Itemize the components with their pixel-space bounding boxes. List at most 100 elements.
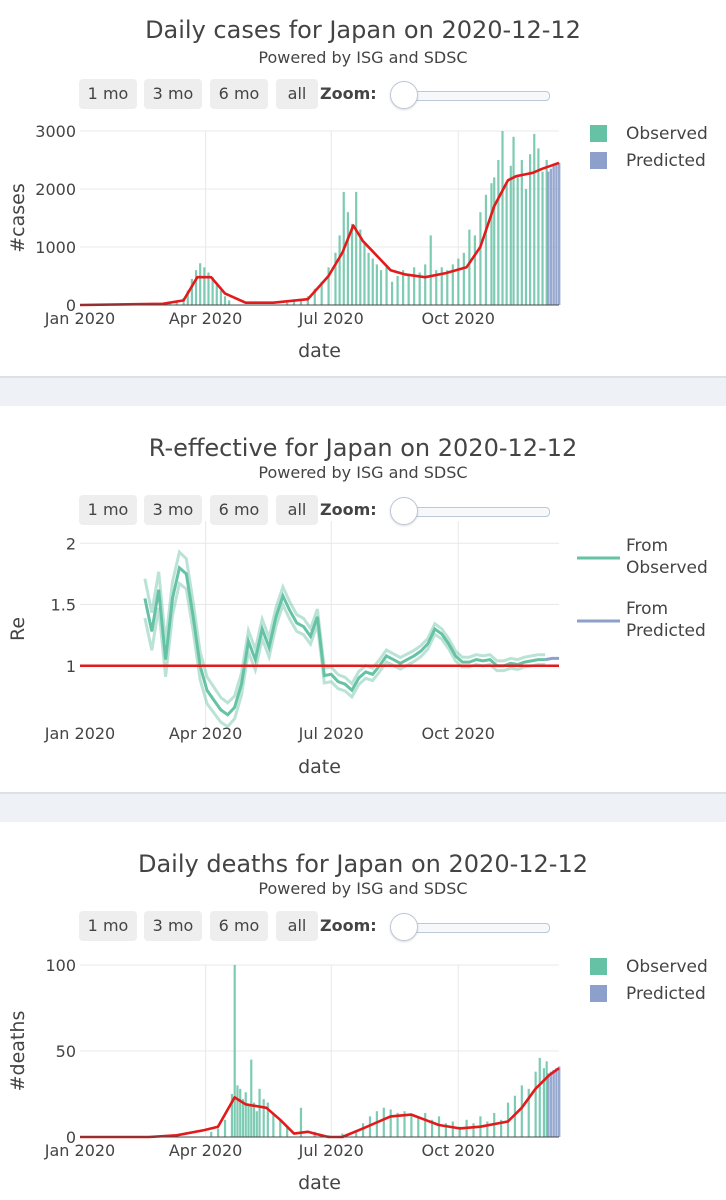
y-tick-label: 0 xyxy=(66,296,76,315)
x-axis-title: date xyxy=(298,340,341,362)
re-6mo-button[interactable]: 6 mo xyxy=(210,495,268,525)
cases-subtitle: Powered by ISG and SDSC xyxy=(258,48,468,67)
bar-observed xyxy=(468,229,471,305)
bar-observed xyxy=(402,270,405,305)
bar-observed xyxy=(186,290,189,305)
cases-title: Daily cases for Japan on 2020-12-12 xyxy=(145,16,581,44)
x-tick-label: Jul 2020 xyxy=(298,1141,364,1160)
bar-observed xyxy=(338,235,341,305)
bar-observed xyxy=(403,1111,406,1137)
bar-observed xyxy=(168,303,171,305)
legend-label: Predicted xyxy=(626,151,706,171)
bar-observed xyxy=(444,1123,448,1137)
legend-swatch xyxy=(590,125,607,142)
bar-observed xyxy=(396,276,399,305)
legend-label: Observed xyxy=(626,957,708,977)
re-zoom-handle[interactable] xyxy=(390,497,418,525)
bar-observed xyxy=(520,1085,523,1137)
deaths-3mo-button[interactable]: 3 mo xyxy=(144,911,202,941)
bar-observed xyxy=(250,1059,253,1137)
re-all-button[interactable]: all xyxy=(276,495,318,525)
y-axis-title: #cases xyxy=(7,183,29,253)
bar-observed xyxy=(215,284,218,305)
legend-label: Predicted xyxy=(626,984,706,1004)
bar-observed xyxy=(424,1112,427,1137)
bar-observed xyxy=(228,300,231,305)
re-1mo-button[interactable]: 1 mo xyxy=(79,495,137,525)
bar-observed xyxy=(501,131,504,305)
bar-predicted xyxy=(555,1068,558,1137)
bar-observed xyxy=(505,183,508,305)
bar-observed xyxy=(512,136,515,305)
bar-observed xyxy=(451,264,454,305)
cases-1mo-button[interactable]: 1 mo xyxy=(79,79,137,109)
y-tick-label: 2 xyxy=(66,534,76,553)
bar-observed xyxy=(429,235,432,305)
deaths-1mo-button[interactable]: 1 mo xyxy=(79,911,137,941)
deaths-all-button[interactable]: all xyxy=(276,911,318,941)
bar-observed xyxy=(382,1107,385,1137)
deaths-panel: Daily deaths for Japan on 2020-12-12 Pow… xyxy=(0,822,726,1200)
cases-chart: 0 1000 2000 3000 Jan 2020 Apr 2020 Jul 2020 Oct… xyxy=(7,122,708,362)
bar-observed xyxy=(194,270,198,305)
bar-observed xyxy=(493,177,496,305)
bar-observed xyxy=(375,264,378,305)
bar-observed xyxy=(239,1088,242,1137)
bar-observed xyxy=(219,290,223,305)
bar-observed xyxy=(355,1130,358,1137)
deaths-zoom-handle[interactable] xyxy=(390,913,418,941)
bar-observed xyxy=(190,278,194,305)
bar-predicted xyxy=(549,168,553,305)
bar-observed xyxy=(299,1107,303,1137)
bar-predicted xyxy=(552,1069,555,1137)
bar-predicted xyxy=(558,1066,561,1137)
bar-observed xyxy=(513,1095,517,1137)
bar-observed xyxy=(431,1119,434,1137)
bar-observed xyxy=(413,267,416,305)
bar-observed xyxy=(175,302,178,305)
bar-observed xyxy=(490,183,493,305)
bar-observed xyxy=(252,1102,256,1137)
bar-observed xyxy=(385,267,388,305)
bar-observed xyxy=(534,1071,537,1137)
bar-observed xyxy=(207,272,210,305)
y-tick-label: 2000 xyxy=(35,180,76,199)
x-tick-label: Apr 2020 xyxy=(169,724,242,743)
y-tick-label: 50 xyxy=(56,1042,76,1061)
bar-predicted xyxy=(549,1071,553,1137)
bar-observed xyxy=(462,252,465,305)
cases-6mo-button[interactable]: 6 mo xyxy=(210,79,268,109)
bar-observed xyxy=(279,1119,282,1137)
re-observed-line xyxy=(143,564,546,717)
bar-observed xyxy=(286,302,289,305)
legend-swatch xyxy=(590,958,607,975)
x-tick-label: Jan 2020 xyxy=(44,1141,115,1160)
bar-observed xyxy=(538,1057,541,1137)
re-predicted-line xyxy=(544,656,559,662)
bar-observed xyxy=(203,267,206,305)
y-tick-label: 100 xyxy=(45,956,76,975)
bar-observed xyxy=(410,1114,413,1137)
bar-observed xyxy=(418,272,421,305)
cases-panel: Daily cases for Japan on 2020-12-12 Powe… xyxy=(0,0,726,376)
y-tick-label: 0 xyxy=(66,1128,76,1147)
bar-observed xyxy=(230,1094,234,1137)
x-tick-label: Oct 2020 xyxy=(421,724,494,743)
bar-predicted xyxy=(546,1073,550,1137)
bar-observed xyxy=(217,1128,220,1137)
bar-observed xyxy=(306,296,309,305)
cases-all-button[interactable]: all xyxy=(276,79,318,109)
bar-observed xyxy=(484,194,488,305)
cases-zoom-handle[interactable] xyxy=(390,81,418,109)
bar-observed xyxy=(375,1111,378,1137)
legend-swatch xyxy=(590,152,607,169)
re-3mo-button[interactable]: 3 mo xyxy=(144,495,202,525)
x-tick-label: Oct 2020 xyxy=(421,309,494,328)
cases-3mo-button[interactable]: 3 mo xyxy=(144,79,202,109)
re-upper-band xyxy=(143,549,546,705)
bar-observed xyxy=(545,1061,548,1137)
section-divider-2 xyxy=(0,792,726,824)
bar-predicted xyxy=(555,164,558,305)
deaths-6mo-button[interactable]: 6 mo xyxy=(210,911,268,941)
bar-observed xyxy=(524,189,528,305)
